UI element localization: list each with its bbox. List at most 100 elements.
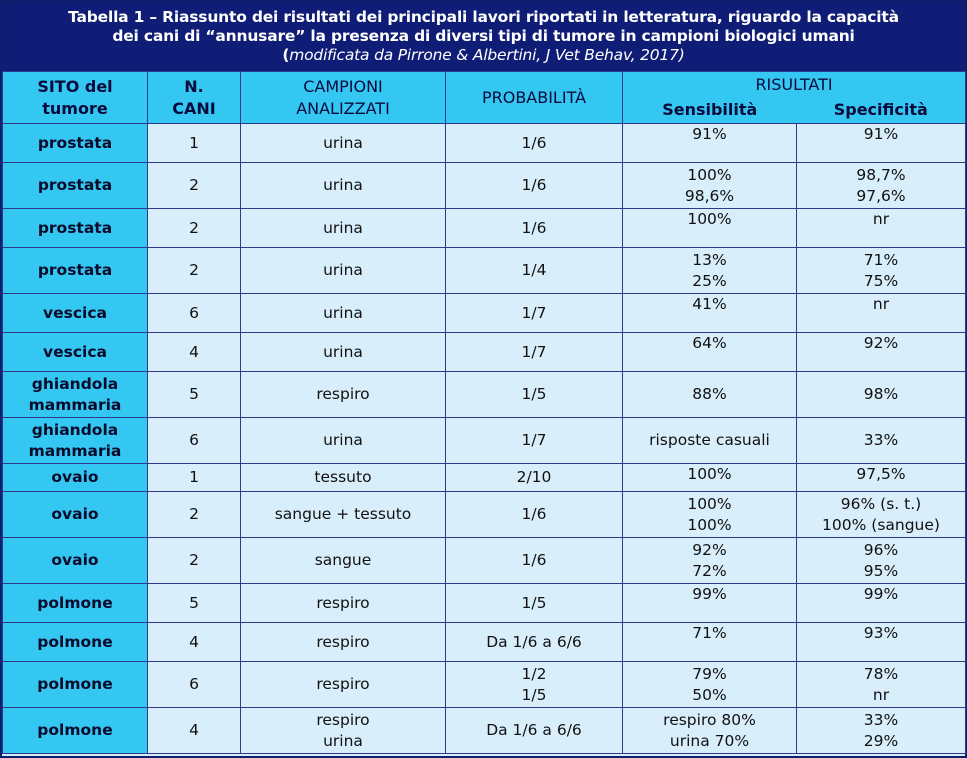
cell-samples-line: sangue bbox=[314, 551, 372, 569]
cell-site: vescica bbox=[2, 332, 148, 372]
cell-site-line: mammaria bbox=[28, 441, 122, 460]
cell-dogs: 2 bbox=[147, 491, 241, 538]
cell-dogs: 4 bbox=[147, 707, 241, 754]
cell-specificity: 71% 75% bbox=[795, 247, 967, 294]
cell-sensitivity-line: 72% bbox=[692, 561, 727, 580]
cell-probability-line: 1/6 bbox=[521, 133, 547, 152]
cell-probability: 1/2 1/5 bbox=[445, 661, 623, 708]
cell-samples: urina bbox=[240, 162, 446, 209]
cell-probability-line: 1/6 bbox=[521, 176, 547, 194]
cell-probability: 1/4 bbox=[445, 247, 623, 294]
cell-dogs: 5 bbox=[147, 371, 241, 418]
cell-specificity-line: nr bbox=[872, 295, 890, 313]
caption-source-paren: ( bbox=[282, 46, 290, 64]
cell-sensitivity-line: 91% bbox=[692, 125, 727, 143]
cell-probability-line: Da 1/6 a 6/6 bbox=[486, 632, 582, 651]
header-dogs-line: CANI bbox=[172, 98, 216, 118]
table-row: polmone 6 respiro 1/2 1/5 79% 50% 78% nr bbox=[2, 661, 967, 708]
cell-dogs: 6 bbox=[147, 293, 241, 333]
header-site: SITO del tumore bbox=[2, 71, 148, 124]
cell-site-line: ovaio bbox=[51, 468, 99, 486]
cell-probability: 1/7 bbox=[445, 332, 623, 372]
cell-specificity-line: 71% bbox=[863, 250, 899, 269]
cell-samples: respiro bbox=[240, 583, 446, 623]
caption-source: (modificata da Pirrone & Albertini, J Ve… bbox=[282, 46, 684, 65]
cell-dogs: 1 bbox=[147, 463, 241, 492]
cell-probability: Da 1/6 a 6/6 bbox=[445, 707, 623, 754]
cell-sensitivity: 91% bbox=[622, 123, 797, 163]
cell-samples-line: urina bbox=[323, 133, 363, 152]
cell-specificity-line: 96% (s. t.) bbox=[840, 494, 922, 513]
cell-samples-line: respiro bbox=[316, 675, 370, 693]
cell-site: prostata bbox=[2, 123, 148, 163]
cell-samples: urina bbox=[240, 417, 446, 464]
header-site-line: SITO del bbox=[37, 76, 113, 96]
cell-specificity: 98% bbox=[795, 371, 967, 418]
cell-site-line: vescica bbox=[43, 303, 107, 322]
header-dogs: N. CANI bbox=[147, 71, 241, 124]
cell-sensitivity-line: 98,6% bbox=[684, 186, 735, 205]
cell-site: polmone bbox=[2, 707, 148, 754]
cell-probability-line: 1/7 bbox=[521, 303, 547, 322]
cell-samples: tessuto bbox=[240, 463, 446, 492]
cell-site-line: prostata bbox=[37, 176, 113, 194]
caption-line-2: dei cani di “annusare” la presenza di di… bbox=[112, 27, 855, 45]
cell-site-line: ghiandola bbox=[31, 420, 119, 439]
cell-dogs: 5 bbox=[147, 583, 241, 623]
cell-specificity-line: nr bbox=[872, 210, 890, 228]
cell-specificity: 96% (s. t.) 100% (sangue) bbox=[795, 491, 967, 538]
cell-sensitivity: 88% bbox=[622, 371, 797, 418]
cell-specificity-line: 97,5% bbox=[856, 465, 906, 483]
cell-site: vescica bbox=[2, 293, 148, 333]
cell-dogs: 2 bbox=[147, 208, 241, 248]
cell-sensitivity-line: 64% bbox=[692, 334, 727, 352]
cell-specificity-line: 33% bbox=[863, 431, 899, 449]
cell-sensitivity-line: 79% bbox=[692, 664, 727, 683]
cell-sensitivity: 92% 72% bbox=[622, 537, 797, 584]
cell-sensitivity-line: risposte casuali bbox=[649, 431, 770, 449]
cell-samples: urina bbox=[240, 208, 446, 248]
table-row: vescica 4 urina 1/7 64% 92% bbox=[2, 332, 967, 372]
cell-sensitivity: 100% 98,6% bbox=[622, 162, 797, 209]
cell-probability: Da 1/6 a 6/6 bbox=[445, 622, 623, 662]
cell-probability: 1/5 bbox=[445, 583, 623, 623]
cell-specificity-line: 78% bbox=[863, 664, 899, 683]
cell-specificity-line: 92% bbox=[863, 334, 899, 352]
cell-specificity: 96% 95% bbox=[795, 537, 967, 584]
cell-probability-line: 1/5 bbox=[521, 385, 547, 403]
cell-sensitivity-line: 100% bbox=[687, 210, 732, 228]
cell-samples-line: respiro bbox=[316, 593, 370, 612]
cell-sensitivity: 100% bbox=[622, 208, 797, 248]
cell-probability-line: 1/2 bbox=[521, 664, 547, 683]
cell-probability-line: Da 1/6 a 6/6 bbox=[486, 721, 582, 739]
cell-site: ghiandola mammaria bbox=[2, 417, 148, 464]
table-row: ghiandola mammaria 6 urina 1/7 risposte casua… bbox=[2, 417, 967, 464]
cell-site-line: polmone bbox=[37, 675, 113, 693]
cell-specificity-line: nr bbox=[872, 685, 890, 704]
cell-samples-line: tessuto bbox=[314, 468, 372, 486]
cell-samples-line: respiro bbox=[316, 632, 370, 651]
cell-samples-line: respiro bbox=[316, 710, 370, 729]
cell-dogs: 6 bbox=[147, 417, 241, 464]
cell-specificity-line: 95% bbox=[863, 561, 899, 580]
cell-dogs: 2 bbox=[147, 162, 241, 209]
cell-sensitivity-line: 100% bbox=[687, 494, 732, 513]
cell-dogs: 1 bbox=[147, 123, 241, 163]
table-row: prostata 2 urina 1/6 100% nr bbox=[2, 208, 967, 248]
cell-samples: urina bbox=[240, 247, 446, 294]
cell-site: prostata bbox=[2, 162, 148, 209]
cell-samples: sangue bbox=[240, 537, 446, 584]
cell-sensitivity-line: urina 70% bbox=[669, 731, 750, 750]
cell-probability-line: 1/7 bbox=[521, 431, 547, 449]
cell-site-line: polmone bbox=[37, 593, 113, 612]
cell-specificity-line: 91% bbox=[863, 125, 899, 143]
header-samples-line: ANALIZZATI bbox=[296, 98, 390, 118]
table-row: ovaio 1 tessuto 2/10 100% 97,5% bbox=[2, 463, 967, 492]
header-site-line: tumore bbox=[42, 98, 108, 118]
cell-sensitivity-line: 100% bbox=[687, 515, 732, 534]
cell-specificity-line: 99% bbox=[863, 585, 899, 603]
cell-samples-line: urina bbox=[323, 176, 363, 194]
cell-probability-line: 2/10 bbox=[516, 468, 552, 486]
cell-sensitivity: 99% bbox=[622, 583, 797, 623]
